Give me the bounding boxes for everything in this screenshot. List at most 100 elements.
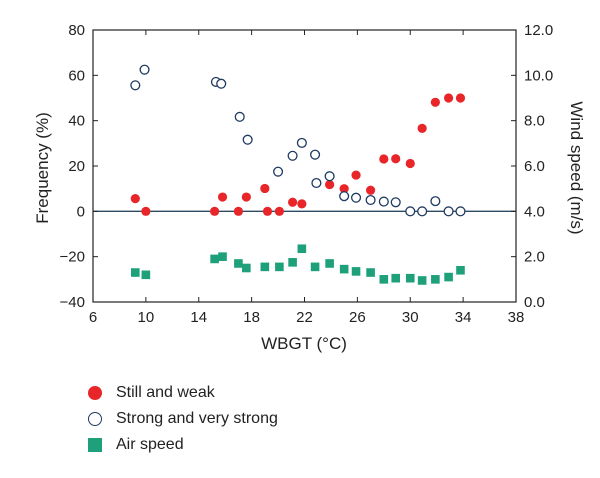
air-speed-point xyxy=(456,265,465,275)
legend-item-air-speed: Air speed xyxy=(88,432,278,458)
strong-and-very-strong-point xyxy=(296,137,307,148)
y-tick-label: 60 xyxy=(68,67,85,84)
still-and-weak-point xyxy=(262,206,273,216)
still-and-weak-point xyxy=(365,185,376,195)
legend-label-still-and-weak: Still and weak xyxy=(116,384,215,401)
legend: Still and weak Strong and very strong Ai… xyxy=(88,380,278,458)
still-and-weak-point xyxy=(379,154,389,164)
open-blue-circle-icon xyxy=(88,412,102,426)
strong-and-very-strong-point xyxy=(130,80,141,91)
still-and-weak-point xyxy=(417,123,427,133)
air-speed-point xyxy=(391,273,401,283)
x-tick-label: 30 xyxy=(402,309,419,326)
x-tick-label: 6 xyxy=(89,309,97,326)
y2-tick-label: 0.0 xyxy=(524,294,545,311)
strong-and-very-strong-point xyxy=(216,78,227,89)
strong-and-very-strong-point xyxy=(273,166,284,177)
y-tick-label: −20 xyxy=(60,249,85,266)
y-tick-label: 0 xyxy=(77,203,85,220)
air-speed-point xyxy=(242,263,251,273)
series-0 xyxy=(130,93,466,216)
still-and-weak-point xyxy=(274,206,284,216)
y-tick-label: −40 xyxy=(60,294,85,311)
y-tick-label: 20 xyxy=(68,158,85,175)
legend-label-strong-and-very-strong: Strong and very strong xyxy=(116,410,278,427)
still-and-weak-point xyxy=(351,170,361,180)
air-speed-point xyxy=(366,268,375,277)
still-and-weak-point xyxy=(217,192,228,202)
strong-and-very-strong-point xyxy=(139,64,150,75)
still-and-weak-point xyxy=(443,93,454,103)
strong-and-very-strong-point xyxy=(417,206,428,217)
air-speed-point xyxy=(260,262,270,272)
air-speed-point xyxy=(210,254,219,264)
y-tick-label: 80 xyxy=(68,22,85,39)
still-and-weak-point xyxy=(210,206,220,216)
air-speed-point xyxy=(131,268,140,277)
still-and-weak-point xyxy=(325,179,335,190)
strong-and-very-strong-point xyxy=(455,206,466,217)
strong-and-very-strong-point xyxy=(287,150,298,161)
plot-border xyxy=(92,29,517,303)
air-speed-point xyxy=(141,270,151,280)
legend-item-strong-and-very-strong: Strong and very strong xyxy=(88,406,278,432)
air-speed-point xyxy=(325,259,334,268)
still-and-weak-point xyxy=(297,199,307,209)
still-and-weak-point xyxy=(391,154,401,164)
strong-and-very-strong-point xyxy=(365,194,376,206)
legend-label-air-speed: Air speed xyxy=(116,436,184,453)
y2-tick-label: 6.0 xyxy=(524,158,545,175)
strong-and-very-strong-point xyxy=(390,197,401,208)
x-tick-label: 14 xyxy=(190,309,207,326)
air-speed-point xyxy=(288,258,297,267)
air-speed-point xyxy=(417,276,427,285)
air-speed-point xyxy=(405,273,415,283)
y2-axis-title: Wind speed (m/s) xyxy=(567,101,586,234)
air-speed-point xyxy=(297,244,307,254)
x-tick-label: 26 xyxy=(349,309,366,326)
strong-and-very-strong-point xyxy=(339,191,350,202)
strong-and-very-strong-point xyxy=(430,196,441,207)
air-speed-point xyxy=(234,259,243,268)
filled-red-circle-icon xyxy=(88,386,102,400)
y2-tick-label: 12.0 xyxy=(524,22,553,39)
strong-and-very-strong-point xyxy=(351,192,362,203)
still-and-weak-point xyxy=(241,192,251,202)
y-tick-label: 40 xyxy=(68,113,85,130)
y2-tick-label: 8.0 xyxy=(524,113,545,130)
air-speed-point xyxy=(275,262,284,272)
still-and-weak-point xyxy=(288,197,298,207)
filled-green-square-icon xyxy=(88,438,102,452)
still-and-weak-point xyxy=(233,206,244,216)
strong-and-very-strong-point xyxy=(242,134,253,145)
air-speed-point xyxy=(431,275,440,284)
x-tick-label: 18 xyxy=(243,309,260,326)
x-tick-label: 10 xyxy=(138,309,155,326)
x-tick-label: 38 xyxy=(508,309,525,326)
y2-tick-label: 10.0 xyxy=(524,67,553,84)
still-and-weak-point xyxy=(260,183,270,194)
ticks-layer: 6 10 14 18 22 26 30 34 38 80 60 40 20 0 −20 −40 12.0 10.0… xyxy=(60,22,554,326)
chart: 6 10 14 18 22 26 30 34 38 80 60 40 20 0 −20 −40 12.0 10.0… xyxy=(33,22,586,353)
strong-and-very-strong-point xyxy=(443,206,454,217)
strong-and-very-strong-point xyxy=(324,171,335,182)
air-speed-point xyxy=(218,252,227,261)
strong-and-very-strong-point xyxy=(405,206,416,217)
still-and-weak-point xyxy=(405,158,415,169)
air-speed-point xyxy=(339,264,349,274)
plot-frame xyxy=(92,29,517,303)
air-speed-point xyxy=(444,272,453,282)
still-and-weak-point xyxy=(339,184,349,194)
y-axis-title: Frequency (%) xyxy=(33,112,52,223)
y2-tick-label: 4.0 xyxy=(524,203,545,220)
series-1 xyxy=(130,64,466,217)
still-and-weak-point xyxy=(430,97,440,107)
x-tick-label: 22 xyxy=(296,309,313,326)
still-and-weak-point xyxy=(130,194,140,204)
x-tick-label: 34 xyxy=(455,309,472,326)
marks-layer xyxy=(130,64,466,285)
legend-item-still-and-weak: Still and weak xyxy=(88,380,278,406)
still-and-weak-point xyxy=(455,93,466,103)
x-axis-title: WBGT (°C) xyxy=(261,334,347,353)
strong-and-very-strong-point xyxy=(311,177,322,189)
